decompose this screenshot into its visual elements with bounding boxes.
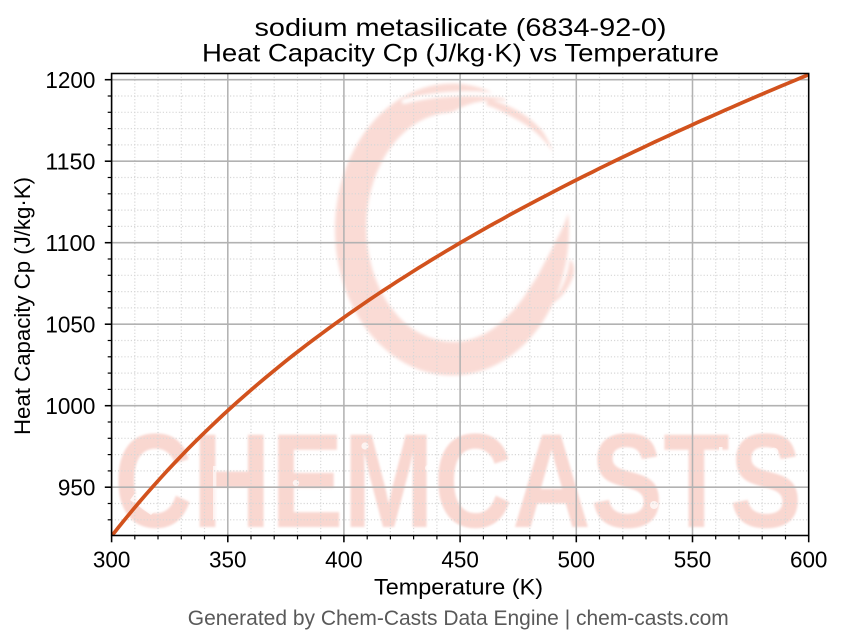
svg-text:350: 350 [209, 546, 247, 572]
svg-text:Heat Capacity Cp (J/kg·K) vs T: Heat Capacity Cp (J/kg·K) vs Temperature [202, 40, 719, 68]
svg-text:300: 300 [93, 546, 131, 572]
svg-text:500: 500 [558, 546, 596, 572]
svg-text:CHEMCASTS: CHEMCASTS [114, 407, 802, 556]
svg-text:550: 550 [674, 546, 712, 572]
svg-text:1200: 1200 [45, 67, 95, 93]
svg-text:1150: 1150 [45, 149, 95, 175]
svg-text:400: 400 [325, 546, 363, 572]
svg-text:Generated by Chem-Casts Data E: Generated by Chem-Casts Data Engine | ch… [188, 607, 729, 630]
svg-text:450: 450 [441, 546, 479, 572]
svg-text:1050: 1050 [45, 312, 95, 338]
svg-text:Temperature (K): Temperature (K) [374, 575, 543, 600]
svg-text:600: 600 [790, 546, 828, 572]
svg-text:1100: 1100 [45, 230, 95, 256]
svg-text:1000: 1000 [45, 393, 95, 419]
svg-text:sodium metasilicate (6834-92-0: sodium metasilicate (6834-92-0) [255, 14, 667, 42]
svg-text:Heat Capacity Cp (J/kg·K): Heat Capacity Cp (J/kg·K) [10, 177, 35, 435]
svg-text:950: 950 [58, 475, 96, 501]
